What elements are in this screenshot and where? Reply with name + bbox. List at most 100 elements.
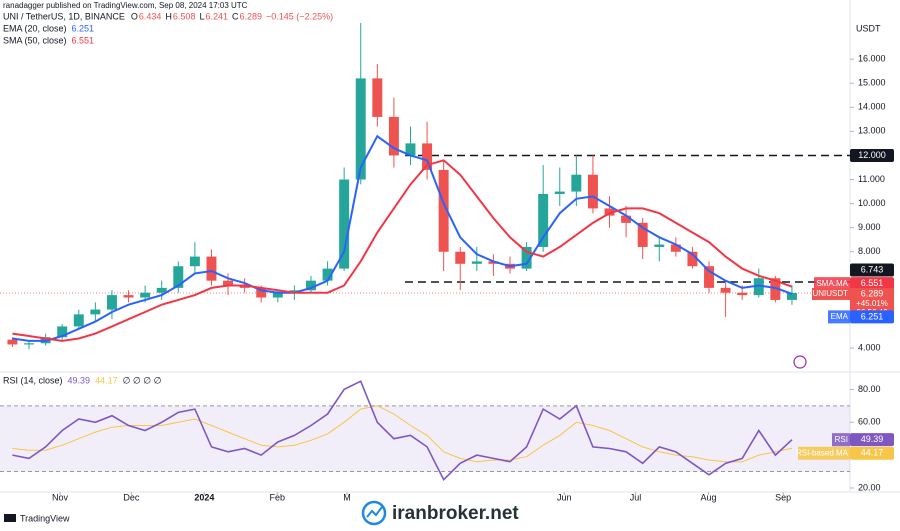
x-tick-label: Jun — [557, 492, 572, 502]
last-change: +45.01% — [856, 299, 888, 308]
candle-body — [355, 78, 366, 180]
publisher: ranadagger published on TradingView.com,… — [3, 1, 248, 10]
candle-body — [521, 246, 532, 269]
last-name: UNIUSDT — [812, 289, 848, 298]
x-tick-label: Dec — [123, 492, 140, 502]
currency: USDT — [856, 23, 881, 33]
x-tick-label: Feb — [270, 492, 286, 502]
candle-body — [289, 290, 300, 293]
y-tick-label: 14.000 — [858, 102, 886, 112]
rsi-tag-value: 44.17 — [861, 448, 884, 458]
candle-body — [206, 256, 217, 281]
candle-body — [737, 292, 748, 296]
candle-body — [471, 261, 482, 264]
x-tick-label: M — [343, 492, 351, 502]
candle-body — [687, 251, 698, 267]
rsi-y-tick-label: 20.00 — [858, 482, 881, 492]
ema-tag-value: 6.251 — [861, 311, 884, 321]
y-tick-label: 15.000 — [858, 78, 886, 88]
level-tag-box — [850, 148, 894, 162]
y-tick-label: 11.000 — [858, 174, 885, 184]
candle-body — [322, 268, 333, 281]
change: −0.145 (−2.25%) — [266, 11, 333, 21]
rsi-tag-value-box — [850, 433, 894, 447]
candle-body — [770, 278, 781, 300]
candle-body — [704, 266, 714, 288]
ohlc-value: 6.508 — [173, 11, 196, 21]
level-tag-box — [850, 263, 894, 277]
candle-body — [438, 169, 449, 252]
legend-name: SMA (50, close) — [3, 35, 67, 45]
rsi-band — [0, 405, 850, 472]
rsi-line — [12, 380, 793, 482]
watermark-logo — [361, 500, 387, 526]
candle-body — [422, 143, 433, 170]
y-tick-label: 8.000 — [858, 246, 881, 256]
rsi-title: RSI (14, close) — [3, 375, 63, 385]
candle-body — [587, 174, 598, 209]
legend-value: 6.551 — [72, 35, 95, 45]
y-tick-label: 10.000 — [858, 198, 886, 208]
ema-tag-name-box — [828, 310, 850, 324]
candle-body — [388, 116, 399, 156]
y-tick-label: 16.000 — [858, 53, 886, 63]
candle-body — [24, 343, 34, 345]
rsi-tag-name-box — [798, 446, 850, 460]
watermark: iranbroker.net — [392, 503, 519, 524]
rsi-extra: ∅ ∅ ∅ ∅ — [123, 375, 162, 385]
candle-body — [753, 278, 764, 296]
indicator-line — [12, 134, 793, 342]
x-tick-label: 2024 — [194, 492, 214, 502]
y-tick-label: 9.000 — [858, 222, 881, 232]
last-name-box — [812, 287, 850, 300]
candle-body — [306, 280, 316, 291]
sma-tag-name-box — [814, 277, 850, 291]
candle-body — [223, 280, 234, 286]
rsi-line — [12, 405, 793, 463]
candle-body — [90, 309, 101, 315]
footer: TradingView iranbroker.net — [4, 500, 519, 526]
candle-body — [571, 174, 582, 192]
brand-logo — [4, 514, 16, 522]
candle-body — [156, 287, 167, 293]
candle-body — [123, 295, 134, 298]
candle-body — [720, 287, 731, 293]
candle-body — [339, 179, 350, 269]
candle-body — [621, 215, 632, 223]
rsi-tag-value: 49.39 — [861, 434, 884, 444]
ohlc-value: 6.241 — [205, 11, 228, 21]
candle-body — [272, 292, 283, 298]
sma-tag-name: SMA:MA — [816, 279, 848, 288]
candle-body — [140, 292, 151, 298]
ema-tag-value-box — [850, 310, 894, 324]
candle-body — [256, 287, 267, 298]
rsi-y-tick-label: 80.00 — [858, 384, 881, 394]
candle-body — [455, 251, 466, 264]
candle-body — [7, 339, 18, 345]
indicator-line — [12, 159, 793, 342]
candle-body — [604, 208, 615, 216]
candle-body — [488, 261, 499, 264]
rsi-y-tick-label: 60.00 — [858, 417, 881, 427]
legend-value: 6.251 — [72, 23, 95, 33]
ohlc-label: H — [165, 11, 172, 21]
rsi-tag-name: RSI-based MA — [796, 448, 849, 457]
level-tag: 6.743 — [861, 264, 884, 274]
rsi-legend-value: 44.17 — [95, 375, 118, 385]
candle-body — [173, 266, 184, 288]
x-tick-label: Jul — [630, 492, 642, 502]
y-tick-label: 4.000 — [858, 342, 881, 352]
ohlc-label: O — [131, 11, 138, 21]
alert-icon[interactable] — [793, 355, 807, 369]
last-price: 6.289 — [861, 288, 884, 298]
rsi-tag-value-box — [850, 446, 894, 460]
rsi-tag-name-box — [832, 433, 850, 447]
sma-tag-value: 6.551 — [861, 278, 884, 288]
legend-title: UNI / TetherUS, 1D, BINANCE — [3, 11, 125, 21]
y-tick-label: 13.000 — [858, 126, 886, 136]
ohlc-label: C — [232, 11, 239, 21]
candle-body — [786, 292, 797, 300]
candle-body — [538, 193, 549, 247]
candle-body — [637, 222, 648, 247]
